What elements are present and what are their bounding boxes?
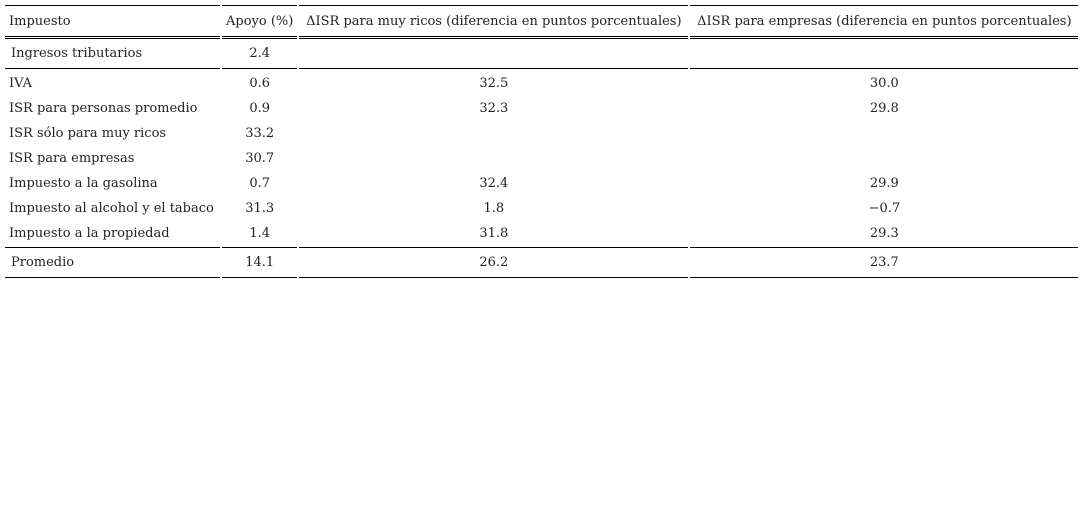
cell: 1.8 xyxy=(483,201,505,216)
cell xyxy=(690,146,1078,171)
cell: ISR para personas promedio xyxy=(9,101,198,116)
cell: ISR sólo para muy ricos xyxy=(9,126,167,141)
cell: Ingresos tributarios xyxy=(5,39,220,69)
tax-support-table: Impuesto Apoyo (%) ΔISR para muy ricos (… xyxy=(3,5,1080,278)
table-row: IVA 0.6 32.5 30.0 xyxy=(5,69,1078,96)
cell: Impuesto al alcohol y el tabaco xyxy=(9,201,214,216)
average-row: Promedio 14.1 26.2 23.7 xyxy=(5,247,1079,278)
header-delta-isr-muy-ricos: ΔISR para muy ricos (diferencia en punto… xyxy=(299,5,689,39)
cell: Promedio xyxy=(5,247,220,278)
header-apoyo: Apoyo (%) xyxy=(222,5,298,39)
table-row: Ingresos tributarios 2.4 xyxy=(5,39,1079,69)
cell: 0.6 xyxy=(249,76,271,91)
cell: 32.3 xyxy=(479,101,509,116)
cell: 0.7 xyxy=(249,176,271,191)
cell: 2.4 xyxy=(222,39,298,69)
cell: 1.4 xyxy=(249,226,271,241)
cell: 31.3 xyxy=(245,201,275,216)
cell: IVA xyxy=(9,76,33,91)
table-row: ISR sólo para muy ricos 33.2 xyxy=(5,121,1078,146)
cell: 14.1 xyxy=(222,247,298,278)
table-row: Impuesto a la propiedad 1.4 31.8 29.3 xyxy=(5,221,1078,247)
cell: 32.4 xyxy=(479,176,509,191)
cell xyxy=(299,39,689,69)
cell: Impuesto a la propiedad xyxy=(9,226,170,241)
table-row: Impuesto al alcohol y el tabaco 31.3 1.8 −0… xyxy=(5,196,1078,221)
cell: 23.7 xyxy=(690,247,1079,278)
header-delta-isr-empresas: ΔISR para empresas (diferencia en puntos… xyxy=(690,5,1079,39)
cell: 30.7 xyxy=(245,151,275,166)
cell xyxy=(690,121,1078,146)
header-impuesto: Impuesto xyxy=(5,5,220,39)
cell: 0.9 xyxy=(249,101,271,116)
table-header: Impuesto Apoyo (%) ΔISR para muy ricos (… xyxy=(5,5,1079,39)
cell xyxy=(690,39,1079,69)
table-row: ISR para personas promedio 0.9 32.3 29.8 xyxy=(5,96,1078,121)
cell: 33.2 xyxy=(245,126,275,141)
cell: ISR para empresas xyxy=(9,151,135,166)
cell: 30.0 xyxy=(869,76,899,91)
cell: 32.5 xyxy=(479,76,509,91)
cell xyxy=(299,121,688,146)
cell: −0.7 xyxy=(868,201,901,216)
table-row: ISR para empresas 30.7 xyxy=(5,146,1078,171)
cell: 29.8 xyxy=(869,101,899,116)
cell: 31.8 xyxy=(479,226,509,241)
cell: 29.3 xyxy=(869,226,899,241)
cell: 26.2 xyxy=(299,247,689,278)
cell: Impuesto a la gasolina xyxy=(9,176,158,191)
cell: 29.9 xyxy=(869,176,899,191)
table-row: Impuesto a la gasolina 0.7 32.4 29.9 xyxy=(5,171,1078,196)
cell xyxy=(299,146,688,171)
